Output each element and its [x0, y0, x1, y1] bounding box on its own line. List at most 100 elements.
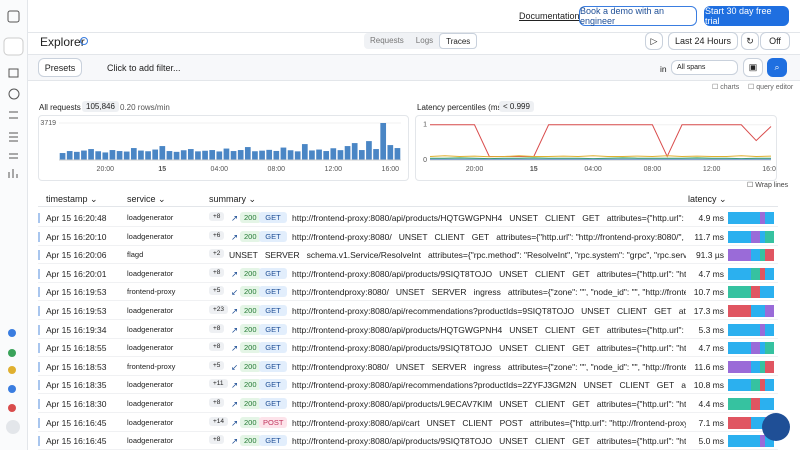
table-row[interactable]: Apr 15 16:19:53frontend-proxy+5↙200GETht… — [38, 283, 778, 301]
method: GET — [259, 435, 287, 446]
waterfall-segment — [751, 212, 760, 224]
table-row[interactable]: Apr 15 16:18:30loadgenerator+8↗200GEThtt… — [38, 395, 778, 413]
documentation-link[interactable]: Documentation — [519, 11, 580, 21]
summary-part: http://frontend-proxy:8080/api/products/… — [292, 325, 502, 335]
y-tick-label: 1 — [423, 122, 427, 129]
chat-button[interactable] — [762, 413, 790, 441]
summary-part: http://frontend-proxy:8080/api/recommend… — [292, 306, 574, 316]
timestamp: Apr 15 16:20:48 — [46, 213, 107, 223]
latency: 7.1 ms — [698, 418, 724, 428]
summary: http://frontend-proxy:8080/api/cartUNSET… — [292, 418, 686, 428]
summary-part: GET — [582, 213, 599, 223]
refresh-button[interactable]: ↻ — [741, 32, 759, 50]
play-button[interactable]: ▷ — [645, 32, 663, 50]
method: GET — [259, 342, 287, 353]
column-header[interactable]: timestamp ⌄ — [46, 194, 98, 205]
summary-part: CLIENT — [619, 380, 649, 390]
summary-part: http://frontendproxy:8080/ — [292, 287, 389, 297]
service: loadgenerator — [127, 325, 173, 334]
table-row[interactable]: Apr 15 16:19:53loadgenerator+23↗200GETht… — [38, 302, 778, 320]
refresh-interval[interactable]: Off — [760, 32, 790, 50]
span-count: +8 — [209, 435, 224, 444]
service: flagd — [127, 250, 143, 259]
table-row[interactable]: Apr 15 16:19:34loadgenerator+8↗200GEThtt… — [38, 321, 778, 339]
charts-toggle[interactable]: ☐ charts — [712, 83, 739, 91]
summary: http://frontend-proxy:8080/api/recommend… — [292, 306, 686, 316]
x-tick-label: 16:00 — [382, 166, 400, 173]
x-tick-label: 20:00 — [97, 166, 115, 173]
span-count: +5 — [209, 361, 224, 370]
save-button[interactable]: ▣ — [743, 58, 763, 77]
scope-select[interactable]: All spans — [671, 60, 738, 75]
tab[interactable]: Requests — [364, 33, 410, 49]
waterfall-segment — [728, 398, 751, 410]
bar — [60, 153, 66, 160]
bar — [188, 149, 194, 160]
bar — [273, 151, 279, 160]
trial-button[interactable]: Start 30 day free trial — [704, 6, 789, 26]
query-editor-toggle[interactable]: ☐ query editor — [748, 83, 793, 91]
column-label: timestamp — [46, 194, 88, 204]
bar — [102, 152, 108, 160]
waterfall — [728, 268, 774, 280]
table-row[interactable]: Apr 15 16:16:45loadgenerator+8↗200GEThtt… — [38, 432, 778, 450]
summary-part: GET — [472, 232, 489, 242]
waterfall — [728, 286, 774, 298]
table-row[interactable]: Apr 15 16:20:06flagd+2UNSETSERVERschema.… — [38, 246, 778, 264]
bar — [202, 151, 208, 160]
waterfall-segment — [728, 435, 751, 447]
timestamp: Apr 15 16:20:06 — [46, 250, 107, 260]
waterfall-segment — [728, 305, 751, 317]
summary: http://frontendproxy:8080/UNSETSERVERing… — [292, 287, 686, 297]
summary-part: UNSET — [499, 399, 528, 409]
service: loadgenerator — [127, 436, 173, 445]
tab[interactable]: Logs — [410, 33, 439, 49]
bar — [195, 151, 201, 160]
table-row[interactable]: Apr 15 16:20:10loadgenerator+6↗200GEThtt… — [38, 228, 778, 246]
filter-input[interactable]: Click to add filter... — [107, 63, 181, 73]
summary: http://frontend-proxy:8080/api/products/… — [292, 399, 686, 409]
bar — [224, 149, 230, 160]
summary-part: CLIENT — [535, 269, 565, 279]
x-tick-label: 04:00 — [584, 166, 602, 173]
column-header[interactable]: latency ⌄ — [688, 194, 727, 205]
latency: 10.7 ms — [694, 287, 724, 297]
table-row[interactable]: Apr 15 16:16:45loadgenerator+14↗200POSTh… — [38, 414, 778, 432]
column-header[interactable]: service ⌄ — [127, 194, 166, 205]
summary-part: POST — [500, 418, 523, 428]
method: GET — [259, 305, 287, 316]
table-row[interactable]: Apr 15 16:20:01loadgenerator+8↗200GEThtt… — [38, 265, 778, 283]
tab[interactable]: Traces — [439, 33, 477, 49]
wrap-lines-toggle[interactable]: ☐ Wrap lines — [747, 181, 788, 189]
table-row[interactable]: Apr 15 16:18:53frontend-proxy+5↙200GETht… — [38, 358, 778, 376]
table-row[interactable]: Apr 15 16:18:35loadgenerator+11↗200GETht… — [38, 376, 778, 394]
status: 200 — [240, 286, 261, 297]
latency-chart: 0120:001504:0008:0012:0016:00 — [415, 115, 777, 181]
span-count: +23 — [209, 305, 228, 314]
column-header[interactable]: summary ⌄ — [209, 194, 256, 205]
waterfall — [728, 324, 774, 336]
service: loadgenerator — [127, 213, 173, 222]
waterfall-segment — [728, 379, 751, 391]
help-icon[interactable] — [80, 37, 88, 45]
latency-title: Latency percentiles (ms) — [417, 103, 504, 112]
time-range[interactable]: Last 24 Hours — [668, 32, 738, 50]
presets[interactable]: Presets — [38, 58, 82, 77]
bar — [88, 149, 94, 160]
waterfall-segment — [728, 286, 751, 298]
table-row[interactable]: Apr 15 16:18:55loadgenerator+8↗200GEThtt… — [38, 339, 778, 357]
sidebar-icons — [0, 0, 28, 450]
latency: 10.8 ms — [694, 380, 724, 390]
method: GET — [259, 212, 287, 223]
waterfall-segment — [751, 361, 760, 373]
method: POST — [259, 417, 287, 428]
table-row[interactable]: Apr 15 16:20:48loadgenerator+8↗200GEThtt… — [38, 209, 778, 227]
x-tick-label: 20:00 — [466, 166, 484, 173]
wrap-lines-label: Wrap lines — [755, 182, 788, 189]
latency: 5.0 ms — [698, 436, 724, 446]
search-button[interactable]: ⌕ — [767, 58, 787, 77]
method: GET — [259, 324, 287, 335]
demo-button[interactable]: Book a demo with an engineer — [579, 6, 697, 26]
direction: ↗ — [231, 325, 238, 336]
requests-rate: 0.20 rows/min — [120, 103, 170, 112]
